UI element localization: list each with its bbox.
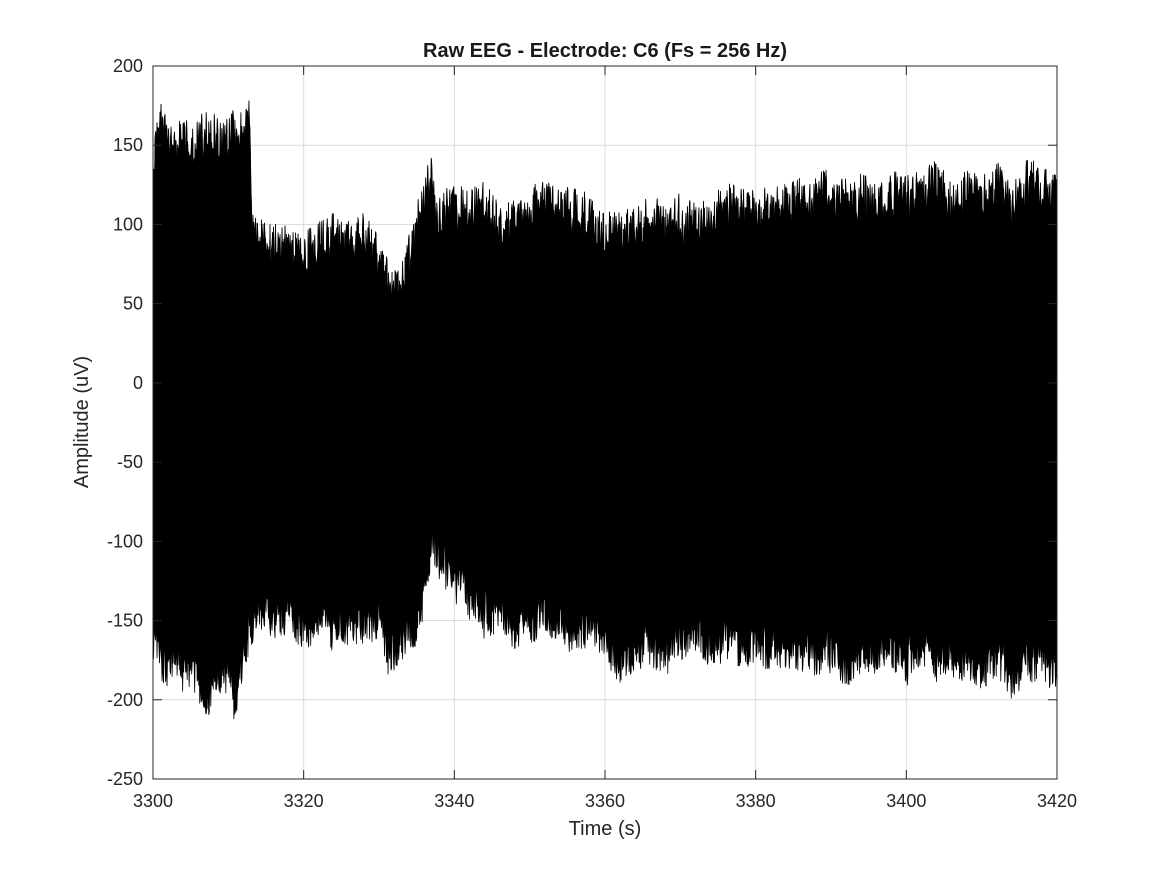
y-tick-label: 50 [123, 294, 143, 314]
y-tick-label: 0 [133, 373, 143, 393]
y-tick-label: 100 [113, 214, 143, 234]
ticks [152, 65, 1058, 780]
x-tick-label: 3300 [133, 791, 173, 811]
chart-title: Raw EEG - Electrode: C6 (Fs = 256 Hz) [423, 40, 787, 62]
y-tick-label: -50 [117, 452, 143, 472]
eeg-signal-upper-edge [152, 100, 1058, 326]
x-tick-label: 3360 [585, 791, 625, 811]
y-tick-label: 200 [113, 56, 143, 76]
x-tick-labels: 3300 3320 3340 3360 3380 3400 3420 [133, 791, 1077, 811]
x-tick-label: 3380 [736, 791, 776, 811]
y-tick-label: -200 [107, 690, 143, 710]
x-axis-label: Time (s) [569, 818, 642, 840]
y-tick-label: -250 [107, 769, 143, 789]
x-tick-label: 3340 [434, 791, 474, 811]
x-tick-label: 3400 [886, 791, 926, 811]
y-tick-label: -150 [107, 611, 143, 631]
y-axis-label: Amplitude (uV) [71, 356, 93, 488]
y-tick-label: -100 [107, 531, 143, 551]
x-tick-label: 3420 [1037, 791, 1077, 811]
x-tick-label: 3320 [284, 791, 324, 811]
y-tick-labels: -250 -200 -150 -100 -50 0 50 100 150 200 [107, 56, 143, 789]
y-tick-label: 150 [113, 135, 143, 155]
